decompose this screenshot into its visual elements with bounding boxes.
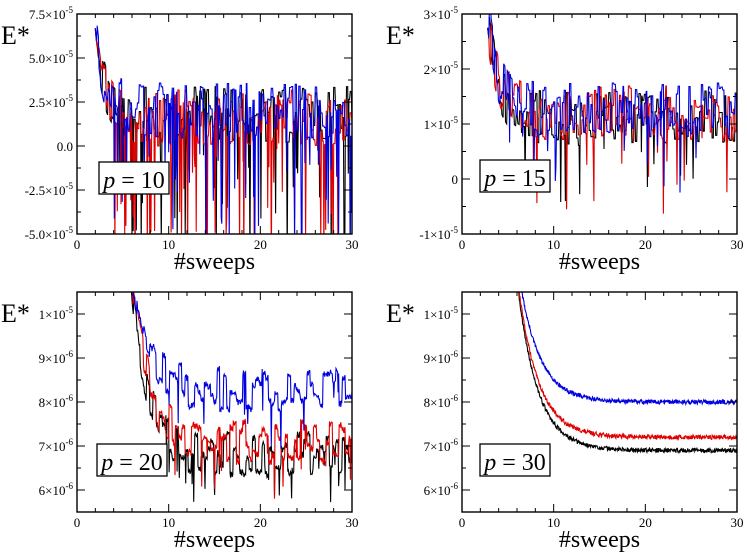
series-line-blue [487,14,737,193]
parameter-annotation: p = 10 [98,161,170,195]
y-tick-label: 5.0×10-5 [29,49,74,66]
series-line-black [487,16,737,203]
y-tick-label: 1×10-5 [39,305,74,322]
annotation-text: p = 15 [482,166,546,192]
annotation-text: p = 30 [482,450,546,476]
y-axis-label: E* [386,299,415,328]
x-tick-label: 0 [459,515,466,530]
annotation-box [479,443,551,477]
series-group [487,14,737,214]
y-tick-label: -2.5×10-5 [25,181,74,198]
series-line-black [130,292,352,503]
annotation-box [479,159,551,193]
x-tick-label: 0 [74,237,81,252]
parameter-annotation: p = 15 [479,159,551,193]
x-axis-label: #sweeps [174,249,255,275]
x-tick-label: 0 [74,515,81,530]
x-tick-label: 30 [731,237,744,252]
x-tick-label: 30 [731,515,744,530]
y-tick-label: 7×10-6 [424,437,459,454]
series-line-blue [94,25,352,234]
series-line-red [131,292,352,499]
x-tick-label: 10 [547,515,560,530]
annotation-text: p = 20 [99,450,163,476]
panel-p20: 0 10 20 30 6×10-6 7×10-6 8×10-6 9×10-6 1×10-5 #sw… [1,291,359,553]
series-group [518,292,737,455]
series-line-red [518,292,737,442]
annotation-text: p = 10 [101,168,165,194]
y-tick-label: -1×10-5 [419,225,458,242]
series-group [94,25,352,234]
annotation-box [96,443,168,477]
y-tick-label: 7.5×10-5 [29,5,74,22]
y-tick-label: 0.0 [57,139,73,154]
x-tick-label: 30 [346,515,359,530]
parameter-annotation: p = 20 [96,443,168,477]
x-tick-label: 20 [254,515,267,530]
y-tick-label: 1×10-5 [424,305,459,322]
annotation-box [98,161,170,195]
x-axis-label: #sweeps [559,527,640,553]
series-line-blue [132,292,352,449]
y-tick-label: 2×10-5 [424,60,459,77]
panel-p10: 0 10 20 30 -5.0×10-5 -2.5×10-5 0.0 2.5×10-5 5.0×… [1,5,359,275]
y-axis-label: E* [1,21,30,50]
series-group [130,292,352,503]
y-tick-label: 3×10-5 [424,5,459,22]
x-tick-label: 20 [639,237,652,252]
parameter-annotation: p = 30 [479,443,551,477]
series-line-black [94,28,352,234]
y-tick-label: 8×10-6 [39,393,74,410]
y-tick-label: 7×10-6 [39,437,74,454]
y-tick-label: 9×10-6 [39,349,74,366]
y-tick-label: 6×10-6 [424,481,459,498]
x-tick-label: 10 [162,237,175,252]
series-line-black [518,292,737,455]
x-tick-label: 30 [346,237,359,252]
series-line-red [94,28,352,234]
x-axis-label: #sweeps [559,249,640,275]
y-tick-label: 9×10-6 [424,349,459,366]
y-tick-label: 6×10-6 [39,481,74,498]
y-tick-label: 0 [452,172,459,187]
panel-p30: 0 10 20 30 6×10-6 7×10-6 8×10-6 9×10-6 1×10-5 #sw… [386,291,744,553]
panel-p15: 0 10 20 30-1×10-501×10-52×10-53×10-5#sweeps… [386,5,744,275]
x-tick-label: 10 [162,515,175,530]
series-line-blue [521,292,737,407]
y-tick-label: 8×10-6 [424,393,459,410]
y-axis-label: E* [386,21,415,50]
y-tick-label: -5.0×10-5 [25,225,74,242]
y-tick-label: 2.5×10-5 [29,93,74,110]
x-tick-label: 10 [547,237,560,252]
x-tick-label: 20 [639,515,652,530]
x-tick-label: 20 [254,237,267,252]
y-axis-label: E* [1,299,30,328]
y-tick-label: 1×10-5 [424,115,459,132]
x-axis-label: #sweeps [174,527,255,553]
x-tick-label: 0 [459,237,466,252]
